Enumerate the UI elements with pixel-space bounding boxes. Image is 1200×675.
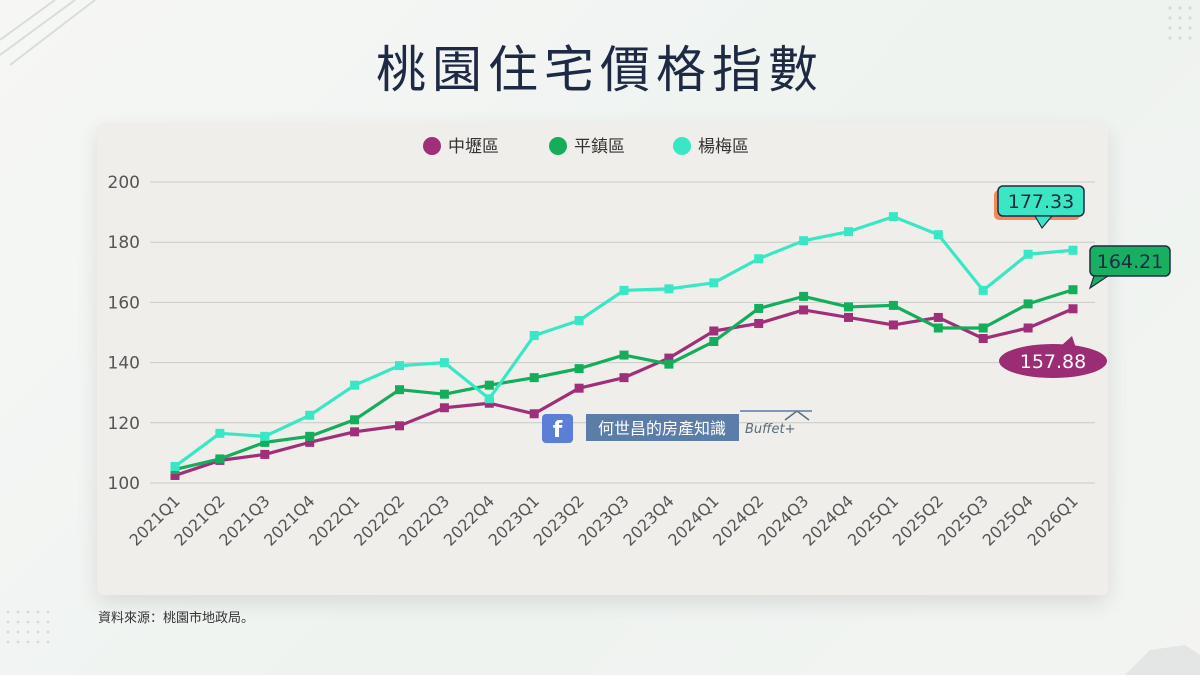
y-tick-label: 120	[108, 414, 140, 434]
data-point	[1023, 249, 1033, 259]
data-point	[888, 320, 898, 330]
data-point	[215, 454, 225, 464]
watermark: f 何世昌的房產知識 Buffet+	[542, 410, 812, 443]
y-tick-label: 100	[108, 474, 140, 494]
legend-marker	[673, 137, 691, 155]
facebook-icon-glyph: f	[553, 418, 563, 443]
data-point	[350, 415, 360, 425]
data-point	[574, 364, 584, 374]
end-label-callout: 157.88	[999, 336, 1107, 378]
data-point	[350, 380, 360, 390]
page-title: 桃園住宅價格指數	[376, 41, 824, 99]
data-point	[260, 449, 270, 459]
data-point	[260, 431, 270, 441]
data-point	[305, 437, 315, 447]
data-point	[484, 380, 494, 390]
house-icon	[784, 410, 810, 421]
data-point	[888, 300, 898, 310]
data-point	[529, 373, 539, 383]
data-point	[170, 461, 180, 471]
data-point	[1068, 285, 1078, 295]
chart-panel	[97, 123, 1108, 595]
data-point	[933, 312, 943, 322]
data-point	[619, 350, 629, 360]
data-point	[529, 409, 539, 419]
data-point	[260, 437, 270, 447]
data-point	[215, 428, 225, 438]
data-point	[439, 403, 449, 413]
data-point	[305, 431, 315, 441]
data-point	[978, 285, 988, 295]
data-point	[395, 385, 404, 395]
legend-label: 楊梅區	[698, 137, 749, 157]
y-tick-label: 140	[108, 354, 140, 374]
facebook-icon	[542, 414, 573, 443]
legend-marker	[549, 137, 567, 155]
end-value-labels: 177.33 164.21 157.88	[994, 185, 1171, 378]
data-point	[484, 398, 494, 408]
data-point	[754, 318, 764, 328]
data-point	[439, 358, 449, 368]
y-tick-label: 160	[108, 293, 140, 313]
watermark-brand: Buffet+	[745, 422, 796, 437]
data-point	[574, 383, 584, 393]
data-point	[933, 230, 943, 240]
data-point	[574, 315, 584, 325]
y-axis-ticks: 100 120 140 160 180 200	[108, 173, 140, 494]
data-point	[350, 427, 360, 437]
data-point	[1023, 323, 1033, 333]
y-tick-label: 180	[108, 233, 140, 253]
data-point	[619, 373, 629, 383]
data-point	[664, 353, 674, 363]
data-point	[1023, 299, 1033, 309]
grid-lines	[150, 181, 1095, 484]
data-point	[305, 410, 315, 420]
data-point	[395, 361, 404, 371]
data-point	[619, 285, 629, 295]
data-point	[664, 284, 674, 294]
data-point	[754, 254, 764, 264]
data-point	[844, 302, 853, 312]
data-point	[978, 323, 988, 333]
data-point	[709, 326, 719, 336]
watermark-bg	[586, 414, 739, 441]
series-lines	[170, 212, 1078, 480]
end-label-text: 164.21	[1097, 251, 1163, 273]
data-point	[754, 303, 764, 313]
series-line	[174, 307, 1074, 477]
y-tick-label: 200	[108, 173, 140, 193]
data-point	[978, 334, 988, 344]
end-label-callout: 164.21	[1088, 245, 1171, 290]
data-point	[844, 312, 853, 322]
end-label-text: 177.33	[1008, 191, 1074, 213]
data-point	[799, 291, 809, 301]
data-point	[1068, 304, 1078, 314]
data-point	[844, 227, 853, 237]
legend: 中壢區 平鎮區 楊梅區	[423, 137, 749, 157]
end-label-text: 157.88	[1020, 351, 1086, 373]
watermark-text: 何世昌的房產知識	[598, 419, 726, 438]
data-point	[799, 305, 809, 315]
data-point	[395, 421, 404, 431]
source-note: 資料來源：桃園市地政局。	[98, 611, 255, 626]
data-point	[439, 389, 449, 399]
data-point	[709, 278, 719, 288]
data-point	[799, 236, 809, 246]
data-point	[888, 212, 898, 222]
legend-label: 中壢區	[448, 137, 499, 157]
legend-marker	[423, 137, 441, 155]
data-point	[484, 394, 494, 404]
legend-label: 平鎮區	[574, 137, 625, 157]
end-label-callout: 177.33	[994, 185, 1085, 230]
data-point	[709, 337, 719, 347]
data-point	[664, 359, 674, 369]
data-point	[170, 470, 180, 480]
data-point	[1068, 245, 1078, 255]
data-point	[933, 323, 943, 333]
x-axis-ticks: 2021Q12021Q22021Q32021Q42022Q12022Q22022…	[125, 491, 1081, 549]
data-point	[529, 331, 539, 341]
